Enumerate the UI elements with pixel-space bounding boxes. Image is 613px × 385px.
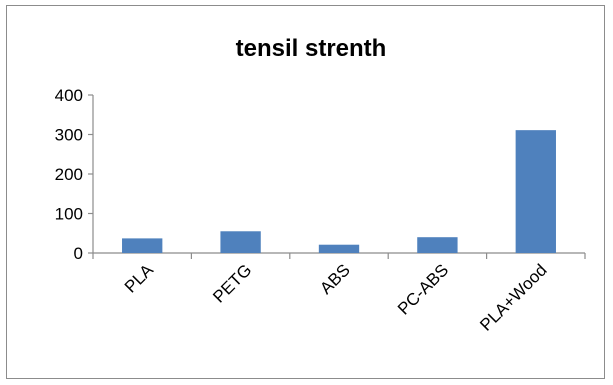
x-tick-label: PC-ABS (394, 260, 452, 318)
x-tick-label: ABS (316, 260, 353, 297)
bar-abs (318, 244, 360, 253)
y-tick-label: 0 (74, 244, 83, 263)
y-axis: 400 300 200 100 0 (55, 86, 94, 263)
y-tick-label: 400 (55, 86, 83, 105)
y-tick-label: 300 (55, 126, 83, 145)
x-tick-label: PETG (209, 260, 255, 306)
x-tick-label: PLA (121, 260, 158, 297)
bars (122, 130, 556, 253)
y-tick-label: 200 (55, 165, 83, 184)
bar-petg (220, 231, 261, 253)
x-tick-label: PLA+Wood (476, 260, 550, 334)
bar-pla (122, 238, 163, 253)
chart-title: tensil strenth (236, 35, 387, 62)
y-tick-label: 100 (55, 205, 83, 224)
bar-pla-wood (515, 130, 556, 253)
chart-frame (6, 5, 605, 379)
x-axis: PLA PETG ABS PC-ABS PLA+Wood (92, 252, 586, 335)
bar-pc-abs (417, 237, 458, 253)
